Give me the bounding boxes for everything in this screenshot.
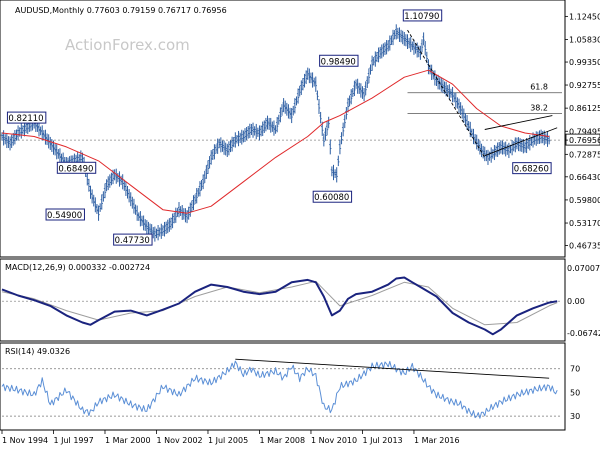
macd-y-tick-label: 0.00: [567, 297, 585, 306]
rsi-trendline: [235, 358, 550, 379]
y-tick-label: 0.66430: [569, 173, 600, 182]
y-tick-label: 0.86125: [569, 104, 600, 113]
fib-label: 38.2: [530, 103, 548, 112]
rsi-y-tick-label: 70: [570, 365, 580, 374]
y-tick-label: 0.72875: [569, 150, 600, 159]
price-label: 0.60080: [314, 193, 349, 203]
price-label-box: [319, 54, 359, 67]
price-label-box: [402, 9, 443, 22]
price-label-box: [312, 190, 353, 203]
x-tick-label: 1 Mar 2016: [414, 436, 460, 445]
x-tick-label: 1 Jul 2013: [362, 436, 402, 445]
y-tick-label: 0.53170: [569, 219, 600, 228]
y-tick-label: 1.05830: [569, 35, 600, 44]
x-tick-label: 1 Nov 1994: [2, 436, 48, 445]
price-header: AUDUSD,Monthly 0.77603 0.79159 0.76717 0…: [15, 6, 227, 15]
y-tick-label: 0.76956: [569, 136, 600, 145]
macd-y-tick-label: -0.067423: [567, 329, 600, 338]
axis-layer: 1.12450 1.05830 0.99350 0.92755 0.86125 0.794…: [1, 12, 600, 445]
y-tick-label: 0.99350: [569, 58, 600, 67]
price-label-box: [56, 161, 97, 174]
price-layer: 61.8 38.2 1.10790 0.98490 0.82110 0.68490 0.60…: [0, 9, 562, 246]
macd-y-tick-label: 0.070071: [567, 264, 600, 273]
y-tick-label: 0.79495: [569, 127, 600, 136]
x-tick-label: 1 Jul 2005: [208, 436, 248, 445]
y-tick-label: 1.12450: [569, 12, 600, 21]
moving-average-line: [1, 69, 550, 214]
price-label: 0.82110: [8, 114, 43, 124]
price-label: 0.98490: [321, 57, 356, 67]
macd-header: MACD(12,26,9) 0.000332 -0.002724: [5, 263, 150, 272]
fib-label: 61.8: [530, 83, 548, 92]
price-label: 0.54900: [47, 211, 82, 221]
y-tick-label: 0.46735: [569, 241, 600, 250]
rsi-y-tick-label: 50: [570, 388, 580, 397]
rsi-y-tick-label: 30: [570, 412, 580, 421]
channel-line: [484, 115, 553, 130]
channel-line: [484, 127, 558, 157]
price-label-box: [45, 208, 85, 221]
x-tick-label: 1 Nov 2010: [311, 436, 357, 445]
macd-line: [1, 276, 558, 336]
rsi-header: RSI(14) 49.0326: [5, 347, 70, 356]
price-label-box: [6, 111, 47, 124]
rsi-layer: [1, 358, 562, 419]
macd-layer: [1, 276, 562, 336]
y-tick-label: 0.92755: [569, 81, 600, 90]
rsi-panel-frame: [0, 342, 566, 431]
price-label-box: [512, 162, 552, 175]
x-tick-label: 1 Mar 2008: [259, 436, 305, 445]
last-price-box: [565, 133, 600, 146]
watermark: ActionForex.com: [65, 36, 190, 54]
macd-signal-line: [1, 280, 558, 326]
price-label: 0.68260: [514, 165, 549, 175]
price-label: 0.68490: [58, 164, 93, 174]
price-label: 1.10790: [404, 12, 439, 22]
price-label: 0.47730: [115, 236, 150, 246]
macd-panel-frame: [0, 258, 566, 342]
x-tick-label: 1 Nov 2002: [156, 436, 202, 445]
price-panel-frame: [0, 0, 566, 258]
rsi-line: [1, 360, 558, 419]
x-tick-label: 1 Jul 1997: [53, 436, 93, 445]
y-tick-label: 0.59800: [569, 196, 600, 205]
price-label-box: [113, 233, 153, 246]
x-tick-label: 1 Mar 2000: [105, 436, 151, 445]
